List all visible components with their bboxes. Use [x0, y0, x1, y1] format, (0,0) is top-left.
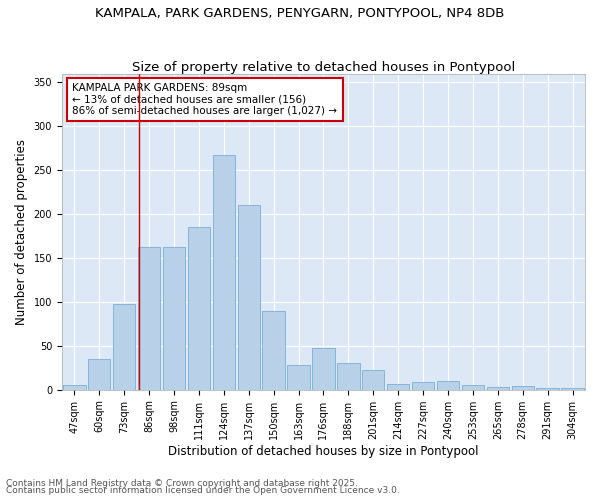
Bar	[362, 370, 385, 390]
Text: Contains HM Land Registry data © Crown copyright and database right 2025.: Contains HM Land Registry data © Crown c…	[6, 478, 358, 488]
Bar	[312, 348, 335, 390]
Bar	[287, 365, 310, 390]
Bar	[188, 227, 210, 390]
Text: Contains public sector information licensed under the Open Government Licence v3: Contains public sector information licen…	[6, 486, 400, 495]
Bar	[212, 155, 235, 390]
Bar	[262, 310, 285, 390]
Bar	[238, 206, 260, 390]
Bar	[487, 387, 509, 390]
Bar	[562, 388, 584, 390]
Bar	[461, 386, 484, 390]
Bar	[437, 381, 459, 390]
Bar	[63, 386, 86, 390]
Bar	[138, 246, 160, 390]
Y-axis label: Number of detached properties: Number of detached properties	[15, 138, 28, 324]
Bar	[412, 382, 434, 390]
Bar	[536, 388, 559, 390]
Bar	[163, 246, 185, 390]
Bar	[387, 384, 409, 390]
Title: Size of property relative to detached houses in Pontypool: Size of property relative to detached ho…	[132, 60, 515, 74]
Bar	[113, 304, 136, 390]
Text: KAMPALA, PARK GARDENS, PENYGARN, PONTYPOOL, NP4 8DB: KAMPALA, PARK GARDENS, PENYGARN, PONTYPO…	[95, 8, 505, 20]
Bar	[337, 364, 359, 390]
Text: KAMPALA PARK GARDENS: 89sqm
← 13% of detached houses are smaller (156)
86% of se: KAMPALA PARK GARDENS: 89sqm ← 13% of det…	[73, 83, 337, 116]
X-axis label: Distribution of detached houses by size in Pontypool: Distribution of detached houses by size …	[168, 444, 479, 458]
Bar	[88, 359, 110, 390]
Bar	[512, 386, 534, 390]
